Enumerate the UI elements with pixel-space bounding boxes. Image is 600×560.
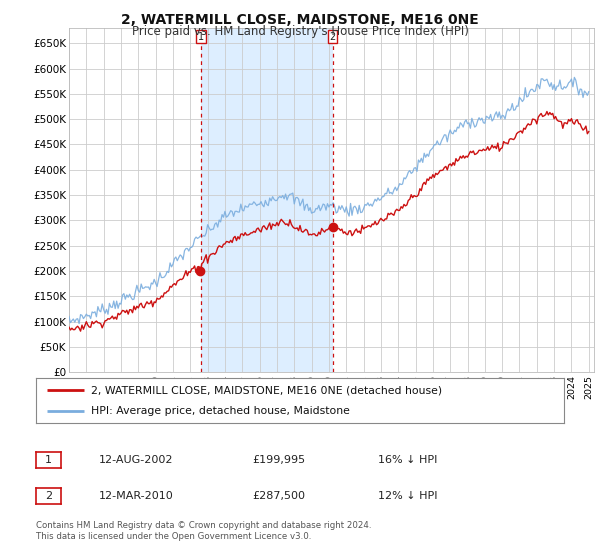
Text: 1: 1 <box>45 455 52 465</box>
FancyBboxPatch shape <box>328 30 337 44</box>
Text: 1: 1 <box>198 31 204 41</box>
Text: £199,995: £199,995 <box>252 455 305 465</box>
Text: This data is licensed under the Open Government Licence v3.0.: This data is licensed under the Open Gov… <box>36 532 311 541</box>
Text: 12-AUG-2002: 12-AUG-2002 <box>99 455 173 465</box>
Text: 2: 2 <box>45 491 52 501</box>
Text: 2, WATERMILL CLOSE, MAIDSTONE, ME16 0NE (detached house): 2, WATERMILL CLOSE, MAIDSTONE, ME16 0NE … <box>91 385 443 395</box>
FancyBboxPatch shape <box>196 30 206 44</box>
Text: 2, WATERMILL CLOSE, MAIDSTONE, ME16 0NE: 2, WATERMILL CLOSE, MAIDSTONE, ME16 0NE <box>121 13 479 27</box>
Text: 2: 2 <box>329 31 335 41</box>
Text: Contains HM Land Registry data © Crown copyright and database right 2024.: Contains HM Land Registry data © Crown c… <box>36 521 371 530</box>
Text: 12% ↓ HPI: 12% ↓ HPI <box>378 491 437 501</box>
Text: 16% ↓ HPI: 16% ↓ HPI <box>378 455 437 465</box>
Text: Price paid vs. HM Land Registry's House Price Index (HPI): Price paid vs. HM Land Registry's House … <box>131 25 469 38</box>
Text: HPI: Average price, detached house, Maidstone: HPI: Average price, detached house, Maid… <box>91 405 350 416</box>
Text: 12-MAR-2010: 12-MAR-2010 <box>99 491 174 501</box>
Text: £287,500: £287,500 <box>252 491 305 501</box>
Bar <box>201 28 332 372</box>
